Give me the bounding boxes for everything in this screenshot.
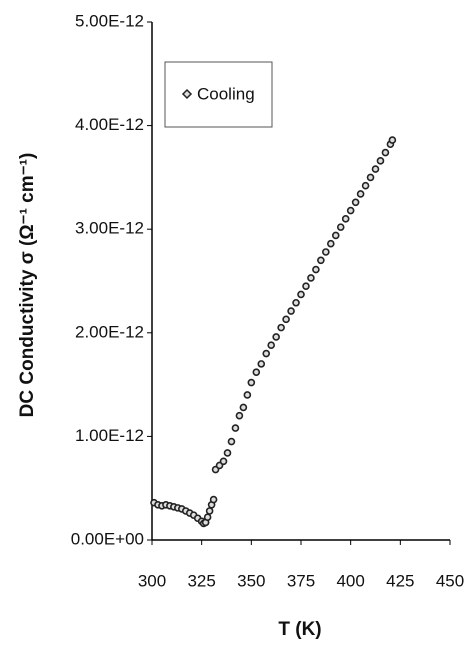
point bbox=[287, 307, 295, 315]
x-tick-label: 325 bbox=[187, 571, 215, 590]
point bbox=[307, 274, 315, 282]
point bbox=[317, 256, 325, 265]
y-tick-label: 1.00E-12 bbox=[75, 426, 144, 445]
point bbox=[267, 341, 276, 350]
point bbox=[282, 315, 290, 324]
point bbox=[231, 424, 240, 432]
point bbox=[243, 391, 252, 399]
point bbox=[205, 507, 214, 515]
y-tick-label: 5.00E-12 bbox=[75, 11, 144, 30]
y-axis-title: DC Conductivity σ (Ω⁻¹ cm⁻¹) bbox=[17, 153, 38, 418]
point bbox=[277, 323, 285, 332]
point bbox=[247, 378, 256, 387]
point bbox=[331, 231, 340, 240]
point bbox=[381, 148, 390, 157]
point bbox=[356, 190, 365, 198]
point bbox=[326, 239, 335, 248]
point bbox=[292, 298, 300, 307]
point bbox=[272, 333, 280, 341]
y-tick-label: 0.00E+00 bbox=[71, 529, 144, 548]
point bbox=[209, 495, 218, 504]
y-tick-label: 2.00E-12 bbox=[75, 322, 144, 341]
x-tick-label: 375 bbox=[287, 571, 315, 590]
point bbox=[297, 290, 305, 299]
point bbox=[376, 157, 385, 165]
point bbox=[341, 215, 350, 223]
point bbox=[346, 206, 355, 215]
point bbox=[336, 223, 345, 231]
point bbox=[257, 360, 266, 368]
legend-marker bbox=[181, 88, 193, 100]
legend-label: Cooling bbox=[197, 84, 255, 103]
point bbox=[322, 248, 330, 256]
point bbox=[252, 368, 261, 376]
y-tick-label: 4.00E-12 bbox=[75, 115, 144, 134]
point bbox=[361, 181, 370, 190]
point bbox=[219, 457, 228, 466]
y-tick-label: 3.00E-12 bbox=[75, 219, 144, 238]
point bbox=[227, 437, 236, 446]
point bbox=[302, 282, 310, 290]
point bbox=[223, 449, 232, 457]
point bbox=[371, 165, 380, 173]
point bbox=[239, 403, 248, 412]
point bbox=[235, 411, 244, 420]
x-tick-label: 425 bbox=[386, 571, 414, 590]
x-tick-label: 300 bbox=[138, 571, 166, 590]
x-tick-label: 450 bbox=[436, 571, 464, 590]
point bbox=[388, 136, 397, 144]
x-tick-label: 350 bbox=[237, 571, 265, 590]
point bbox=[366, 173, 375, 182]
x-axis-title: T (K) bbox=[278, 619, 321, 640]
x-tick-label: 400 bbox=[336, 571, 364, 590]
point bbox=[203, 513, 212, 522]
point bbox=[262, 349, 271, 358]
point bbox=[312, 265, 320, 274]
point bbox=[351, 198, 360, 207]
